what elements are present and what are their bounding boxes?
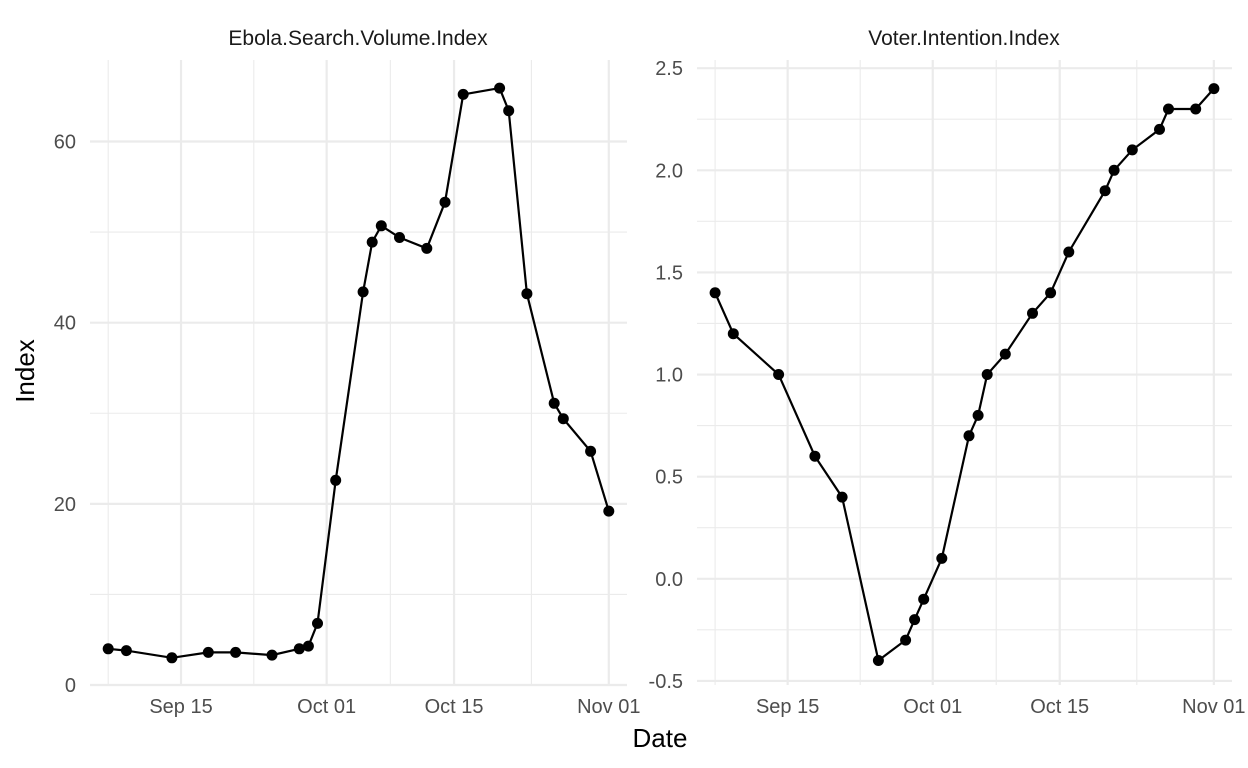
data-point bbox=[521, 288, 533, 300]
data-point bbox=[266, 649, 278, 661]
data-point bbox=[773, 369, 785, 380]
x-tick-label: Nov 01 bbox=[1182, 696, 1245, 718]
data-point bbox=[1045, 287, 1057, 299]
x-axis-title: Date bbox=[633, 723, 688, 753]
x-tick-label: Sep 15 bbox=[149, 696, 212, 718]
facet-title: Ebola.Search.Volume.Index bbox=[228, 27, 488, 50]
data-point bbox=[972, 409, 984, 421]
data-point bbox=[936, 552, 948, 564]
data-point bbox=[1108, 164, 1120, 176]
data-point bbox=[603, 505, 615, 517]
data-point bbox=[503, 105, 515, 117]
data-point bbox=[727, 328, 739, 340]
x-tick-label: Nov 01 bbox=[577, 696, 640, 718]
data-point bbox=[809, 450, 821, 462]
series-line bbox=[714, 87, 1215, 663]
data-point bbox=[872, 655, 884, 666]
y-tick-label: 1.0 bbox=[655, 365, 683, 387]
data-point bbox=[918, 593, 930, 605]
data-point bbox=[439, 196, 451, 208]
y-tick-label: 40 bbox=[54, 313, 76, 335]
data-point bbox=[421, 242, 433, 254]
x-tick-label: Oct 01 bbox=[297, 696, 356, 718]
data-point bbox=[981, 369, 993, 380]
data-point bbox=[366, 236, 378, 248]
y-tick-label: 20 bbox=[54, 494, 76, 516]
x-tick-label: Oct 01 bbox=[903, 696, 962, 718]
data-point bbox=[330, 474, 342, 486]
data-point bbox=[585, 445, 597, 457]
data-point bbox=[900, 634, 912, 646]
x-tick-label: Oct 15 bbox=[1030, 696, 1089, 718]
data-point bbox=[1208, 83, 1220, 95]
data-point bbox=[709, 287, 721, 299]
y-tick-label: 2.5 bbox=[655, 58, 683, 80]
panel-1: Ebola.Search.Volume.Index 0 20 40 60 Sep 15 Oc… bbox=[54, 27, 641, 718]
data-point bbox=[357, 286, 369, 298]
series-line bbox=[108, 86, 610, 659]
data-point bbox=[202, 646, 214, 658]
y-tick-label: 0 bbox=[65, 675, 76, 697]
facet-title: Voter.Intention.Index bbox=[868, 27, 1060, 50]
y-tick-label: -0.5 bbox=[649, 671, 683, 693]
data-point bbox=[312, 617, 323, 629]
data-point bbox=[166, 652, 178, 664]
data-point bbox=[1190, 103, 1202, 115]
y-tick-label: 2.0 bbox=[655, 160, 683, 182]
data-point bbox=[457, 88, 469, 100]
data-point bbox=[1154, 123, 1165, 135]
data-point bbox=[1126, 144, 1138, 156]
y-tick-label: 60 bbox=[54, 132, 76, 154]
data-point bbox=[293, 643, 305, 655]
data-point bbox=[999, 348, 1011, 360]
y-axis-title: Index bbox=[10, 339, 40, 403]
data-point bbox=[963, 430, 975, 442]
data-point bbox=[836, 491, 848, 503]
data-point bbox=[1027, 307, 1038, 319]
data-point bbox=[375, 220, 387, 232]
data-point bbox=[1099, 185, 1111, 197]
data-point bbox=[494, 82, 506, 94]
data-point bbox=[120, 645, 132, 657]
data-point bbox=[230, 646, 242, 658]
data-point bbox=[1063, 246, 1075, 258]
y-tick-label: 0.0 bbox=[655, 569, 683, 591]
y-tick-label: 1.5 bbox=[655, 262, 683, 284]
x-tick-label: Sep 15 bbox=[756, 696, 819, 718]
data-point bbox=[1163, 103, 1174, 115]
y-tick-label: 0.5 bbox=[655, 467, 683, 489]
data-point bbox=[102, 643, 114, 655]
data-point bbox=[909, 614, 921, 626]
data-point bbox=[394, 232, 405, 243]
data-point bbox=[302, 640, 314, 652]
data-point bbox=[557, 413, 569, 425]
x-tick-label: Oct 15 bbox=[425, 696, 484, 718]
panel-2: Voter.Intention.Index -0.5 0.0 0.5 1.0 1.5 2.0… bbox=[649, 27, 1246, 718]
data-point bbox=[548, 397, 560, 409]
